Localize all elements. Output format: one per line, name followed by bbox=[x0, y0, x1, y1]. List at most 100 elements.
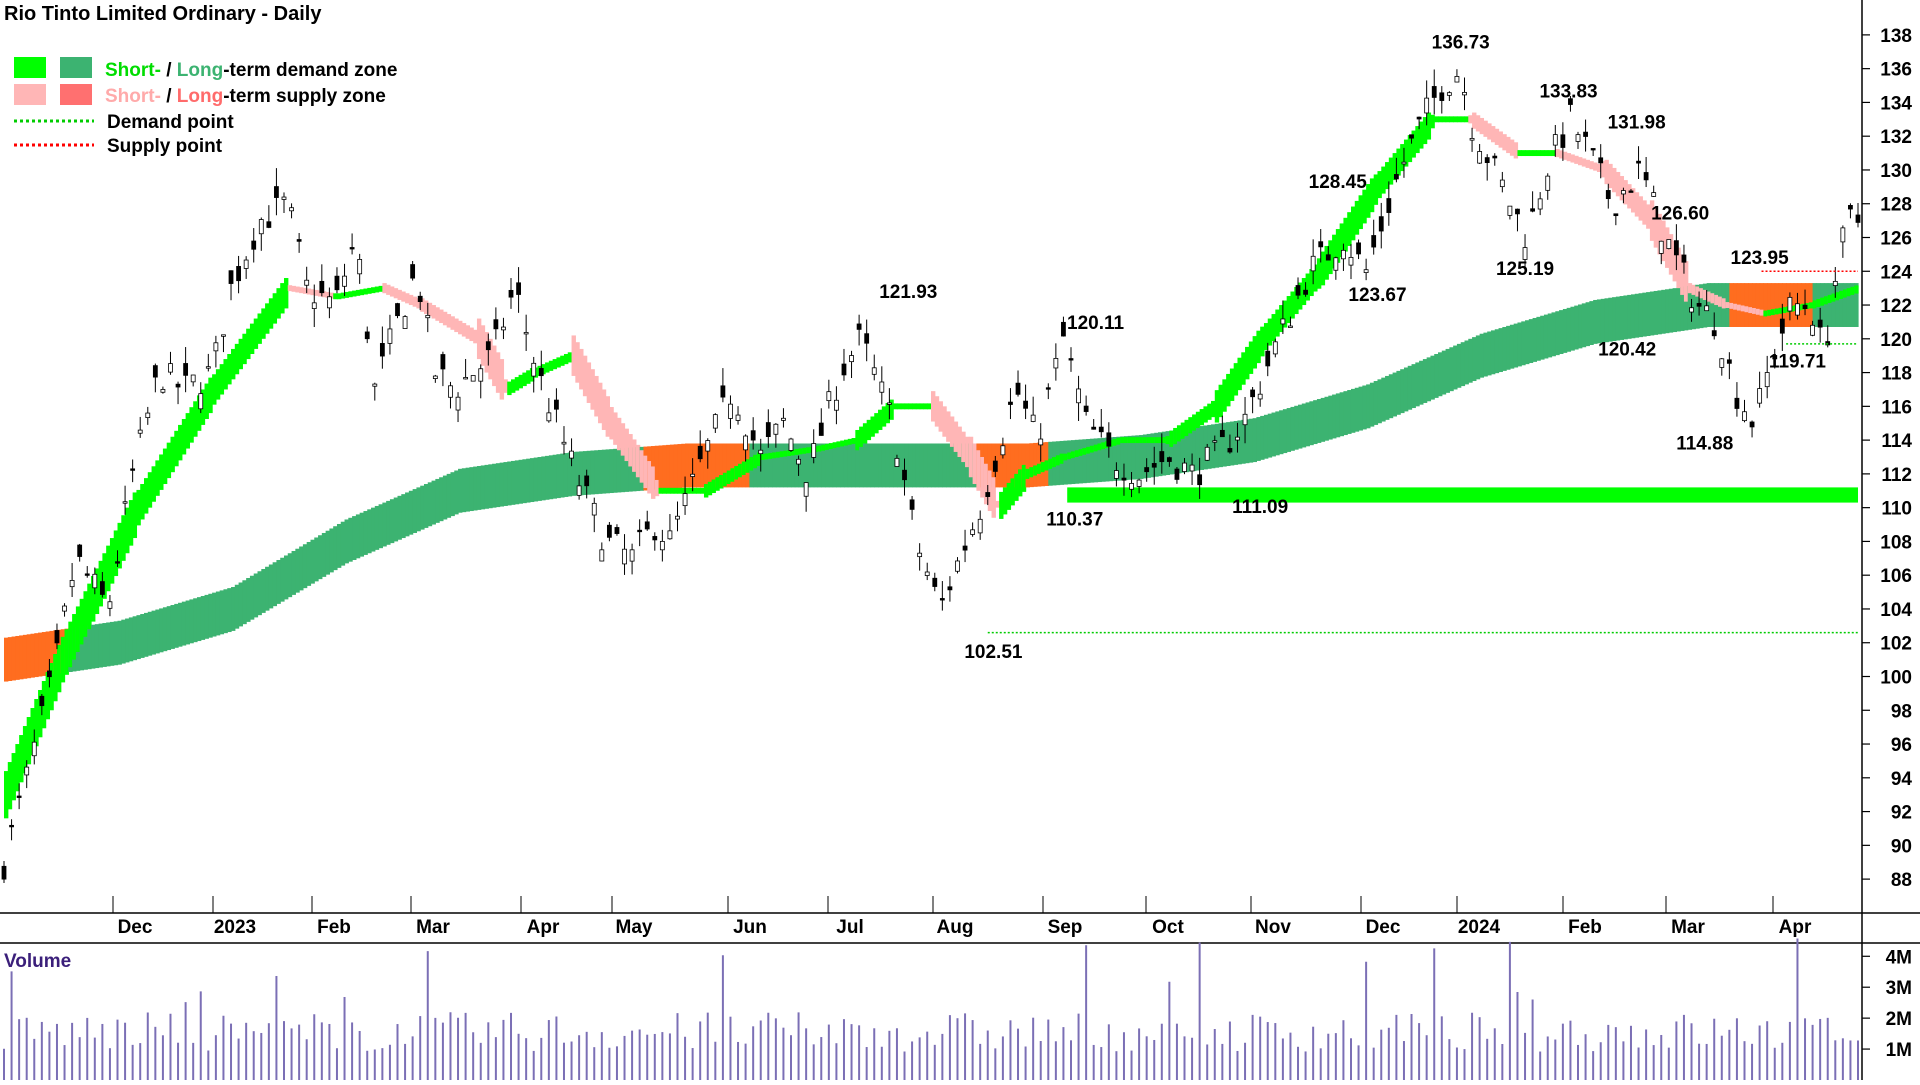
long-term-zone-segment bbox=[1176, 429, 1182, 474]
long-term-zone-segment bbox=[859, 443, 864, 488]
long-term-zone-segment bbox=[1683, 286, 1689, 331]
candle-body bbox=[705, 440, 711, 452]
short-term-zone-segment bbox=[238, 338, 243, 370]
volume-tick-label: 4M bbox=[1886, 947, 1912, 968]
short-term-zone-segment bbox=[246, 328, 251, 360]
short-term-zone-segment bbox=[280, 283, 285, 314]
candle bbox=[743, 434, 748, 462]
long-term-zone-segment bbox=[571, 451, 576, 496]
long-term-zone-segment bbox=[1086, 438, 1091, 483]
candle bbox=[1341, 243, 1346, 271]
candle-body bbox=[970, 529, 976, 535]
x-tick-label: 2024 bbox=[1458, 917, 1501, 938]
candle-body bbox=[501, 326, 506, 331]
candle bbox=[606, 522, 612, 542]
long-term-zone-segment bbox=[1445, 348, 1450, 393]
long-term-zone-segment bbox=[363, 511, 368, 555]
candle bbox=[1015, 370, 1021, 397]
candle bbox=[765, 409, 771, 448]
candle bbox=[1855, 202, 1861, 228]
candle bbox=[1658, 240, 1664, 265]
long-term-zone-segment bbox=[53, 630, 58, 675]
candle-body bbox=[667, 530, 673, 540]
long-term-zone-segment bbox=[416, 487, 421, 532]
candle-body bbox=[175, 383, 181, 388]
short-term-zone-segment bbox=[1453, 116, 1458, 123]
short-term-zone-segment bbox=[219, 364, 225, 395]
candle-body bbox=[788, 438, 794, 451]
short-term-zone-segment bbox=[635, 444, 641, 478]
short-term-zone-segment bbox=[1850, 286, 1855, 295]
short-term-zone-segment bbox=[1449, 116, 1454, 123]
short-term-zone-segment bbox=[355, 289, 361, 296]
short-term-zone-segment bbox=[987, 470, 993, 512]
long-term-zone-segment bbox=[1638, 293, 1643, 338]
candle-body bbox=[606, 524, 612, 538]
candle bbox=[834, 386, 839, 425]
y-tick-label: 100 bbox=[1880, 668, 1912, 689]
legend: Short- / Long-term demand zone Short- / … bbox=[14, 57, 397, 157]
short-term-zone-segment bbox=[1752, 307, 1757, 314]
candle bbox=[1182, 458, 1187, 475]
short-term-zone-segment bbox=[333, 293, 338, 300]
long-term-zone-segment bbox=[1842, 283, 1848, 327]
volume-tick-label: 1M bbox=[1886, 1040, 1912, 1061]
long-term-zone-segment bbox=[722, 443, 728, 488]
short-term-zone-segment bbox=[1294, 287, 1299, 315]
candle-body bbox=[849, 355, 854, 363]
candle bbox=[1515, 208, 1520, 232]
long-term-zone-segment bbox=[1381, 377, 1386, 422]
candle bbox=[1174, 466, 1180, 484]
short-term-zone-segment bbox=[1377, 171, 1382, 199]
candle bbox=[644, 510, 650, 531]
long-term-zone-segment bbox=[22, 634, 28, 679]
candle bbox=[387, 314, 393, 355]
candle bbox=[1393, 157, 1399, 183]
long-term-zone-segment bbox=[102, 623, 107, 667]
price-annotation: 120.42 bbox=[1598, 340, 1656, 361]
candle-body bbox=[561, 441, 567, 445]
x-tick-label: Dec bbox=[118, 917, 153, 938]
short-term-zone-segment bbox=[1218, 384, 1223, 418]
candle-body bbox=[62, 605, 67, 612]
long-term-zone-segment bbox=[813, 443, 819, 488]
short-term-zone-segment bbox=[806, 447, 811, 454]
short-term-zone-segment bbox=[654, 479, 660, 497]
short-term-zone-segment bbox=[1086, 446, 1091, 454]
short-term-zone-segment bbox=[253, 318, 259, 349]
long-term-zone-segment bbox=[802, 443, 807, 488]
short-term-zone-segment bbox=[946, 411, 951, 442]
short-term-zone-segment bbox=[1808, 302, 1814, 309]
short-term-zone-segment bbox=[121, 515, 126, 561]
short-term-zone-segment bbox=[616, 417, 622, 451]
short-term-zone-segment bbox=[1494, 128, 1500, 145]
y-tick-label: 112 bbox=[1881, 465, 1912, 486]
long-term-zone-segment bbox=[1214, 423, 1220, 468]
long-term-zone-segment bbox=[1494, 329, 1500, 374]
long-term-zone-segment bbox=[261, 569, 266, 613]
long-term-zone-segment bbox=[1521, 321, 1526, 366]
candle-body bbox=[1832, 280, 1838, 286]
short-term-zone-segment bbox=[828, 443, 834, 449]
zones-layer bbox=[4, 112, 1859, 819]
short-term-zone-segment bbox=[1506, 136, 1511, 154]
short-term-zone-segment bbox=[1052, 457, 1057, 468]
candle-body bbox=[743, 435, 748, 451]
candle bbox=[1583, 119, 1588, 152]
candle bbox=[531, 356, 537, 393]
long-term-zone-segment bbox=[1116, 436, 1121, 481]
candle-body bbox=[1371, 235, 1377, 248]
long-term-zone-segment bbox=[1229, 421, 1235, 466]
short-term-zone-segment bbox=[465, 325, 470, 339]
candle bbox=[856, 314, 862, 346]
short-term-zone-segment bbox=[193, 401, 198, 437]
candle-body bbox=[395, 303, 400, 317]
long-term-zone-segment bbox=[1578, 304, 1583, 349]
short-term-zone-segment bbox=[1657, 213, 1662, 255]
long-term-zone-segment bbox=[1120, 436, 1125, 481]
candle-body bbox=[584, 475, 590, 487]
short-term-zone-segment bbox=[1585, 159, 1590, 168]
long-term-zone-segment bbox=[1422, 359, 1428, 403]
candle bbox=[1636, 146, 1641, 180]
long-term-zone-segment bbox=[885, 443, 890, 488]
